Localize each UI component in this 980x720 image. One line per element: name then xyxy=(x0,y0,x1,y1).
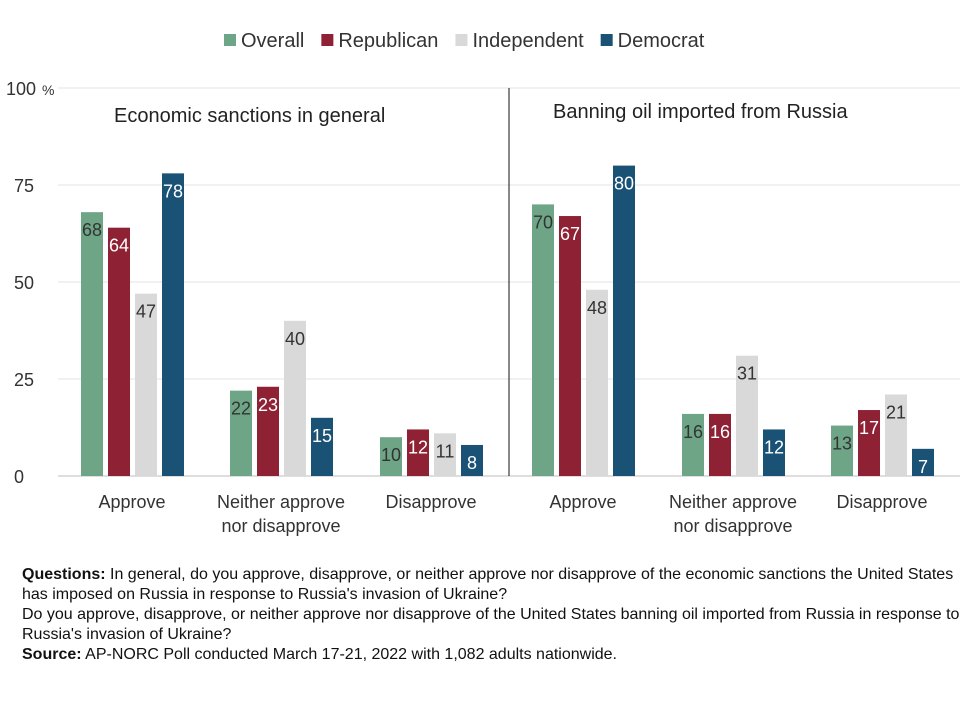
data-label: 31 xyxy=(737,364,757,384)
data-label: 11 xyxy=(436,441,455,461)
data-label: 13 xyxy=(832,434,852,454)
data-label: 17 xyxy=(859,418,879,438)
data-label: 70 xyxy=(533,212,553,232)
bar xyxy=(461,444,483,476)
bar xyxy=(434,433,456,476)
legend-label: Democrat xyxy=(618,30,705,52)
legend-swatch xyxy=(600,34,613,46)
bar xyxy=(858,410,880,476)
category-label: nor disapprove xyxy=(673,516,792,536)
bar xyxy=(736,355,758,476)
source-note: Source: AP-NORC Poll conducted March 17-… xyxy=(22,645,972,665)
data-label: 16 xyxy=(683,422,703,442)
data-label: 47 xyxy=(136,302,156,322)
bar xyxy=(586,289,608,476)
bar xyxy=(559,216,581,477)
data-label: 8 xyxy=(467,453,477,473)
data-label: 68 xyxy=(82,220,102,240)
legend-swatch xyxy=(321,34,334,46)
legend-label: Independent xyxy=(472,30,584,52)
bar xyxy=(81,212,103,476)
data-label: 7 xyxy=(918,457,928,477)
bar xyxy=(162,173,184,477)
bar xyxy=(682,413,704,476)
category-label: Disapprove xyxy=(385,492,476,512)
y-unit-label: % xyxy=(42,82,54,98)
category-label: Disapprove xyxy=(836,492,927,512)
bar xyxy=(763,429,785,476)
data-label: 40 xyxy=(285,329,305,349)
chart-notes: Questions: In general, do you approve, d… xyxy=(22,565,972,665)
legend-swatch xyxy=(224,34,236,46)
data-label: 67 xyxy=(560,224,580,244)
y-tick-label: 0 xyxy=(14,467,24,487)
bar xyxy=(230,390,252,476)
y-tick-label: 75 xyxy=(14,176,34,196)
bar xyxy=(709,413,731,476)
panel-title: Economic sanctions in general xyxy=(114,105,385,127)
question-1-text: In general, do you approve, disapprove, … xyxy=(22,566,954,603)
y-tick-label: 25 xyxy=(14,370,34,390)
data-label: 64 xyxy=(109,236,129,256)
source-text: AP-NORC Poll conducted March 17-21, 2022… xyxy=(85,646,617,663)
data-label: 21 xyxy=(886,403,906,423)
bar xyxy=(613,165,635,476)
data-label: 23 xyxy=(258,395,278,415)
y-tick-label: 50 xyxy=(14,273,34,293)
panel-title: Banning oil imported from Russia xyxy=(553,101,848,123)
data-label: 10 xyxy=(381,445,401,465)
legend-label: Republican xyxy=(338,30,438,52)
bar xyxy=(831,425,853,476)
legend-label: Overall xyxy=(241,30,304,52)
category-label: Approve xyxy=(98,492,165,512)
category-label: Neither approve xyxy=(669,492,797,512)
bar xyxy=(108,227,130,476)
y-tick-label: 100 xyxy=(6,79,36,99)
source-label: Source: xyxy=(22,646,82,663)
bar-chart: 0 25 50 75 100 % Overall Republican Independent D… xyxy=(6,30,960,536)
data-label: 22 xyxy=(231,399,251,419)
data-label: 12 xyxy=(408,437,428,457)
legend-swatch xyxy=(455,34,468,46)
question-2-note: Do you approve, disapprove, or neither a… xyxy=(22,606,960,643)
bar xyxy=(135,293,157,476)
bar xyxy=(311,417,333,476)
category-label: nor disapprove xyxy=(221,516,340,536)
bar xyxy=(284,320,306,476)
data-label: 80 xyxy=(614,174,634,194)
category-label: Approve xyxy=(549,492,616,512)
bar xyxy=(532,204,554,476)
data-label: 15 xyxy=(312,426,332,446)
bar xyxy=(380,437,402,476)
bar xyxy=(407,429,429,476)
data-label: 12 xyxy=(764,437,784,457)
data-label: 16 xyxy=(710,422,730,442)
category-label: Neither approve xyxy=(217,492,345,512)
questions-label: Questions: xyxy=(22,566,106,583)
bar xyxy=(885,394,907,476)
data-label: 48 xyxy=(587,298,607,318)
bar xyxy=(257,386,279,476)
data-label: 78 xyxy=(163,181,183,201)
question-1-note: Questions: In general, do you approve, d… xyxy=(22,565,972,605)
bar xyxy=(912,448,934,476)
